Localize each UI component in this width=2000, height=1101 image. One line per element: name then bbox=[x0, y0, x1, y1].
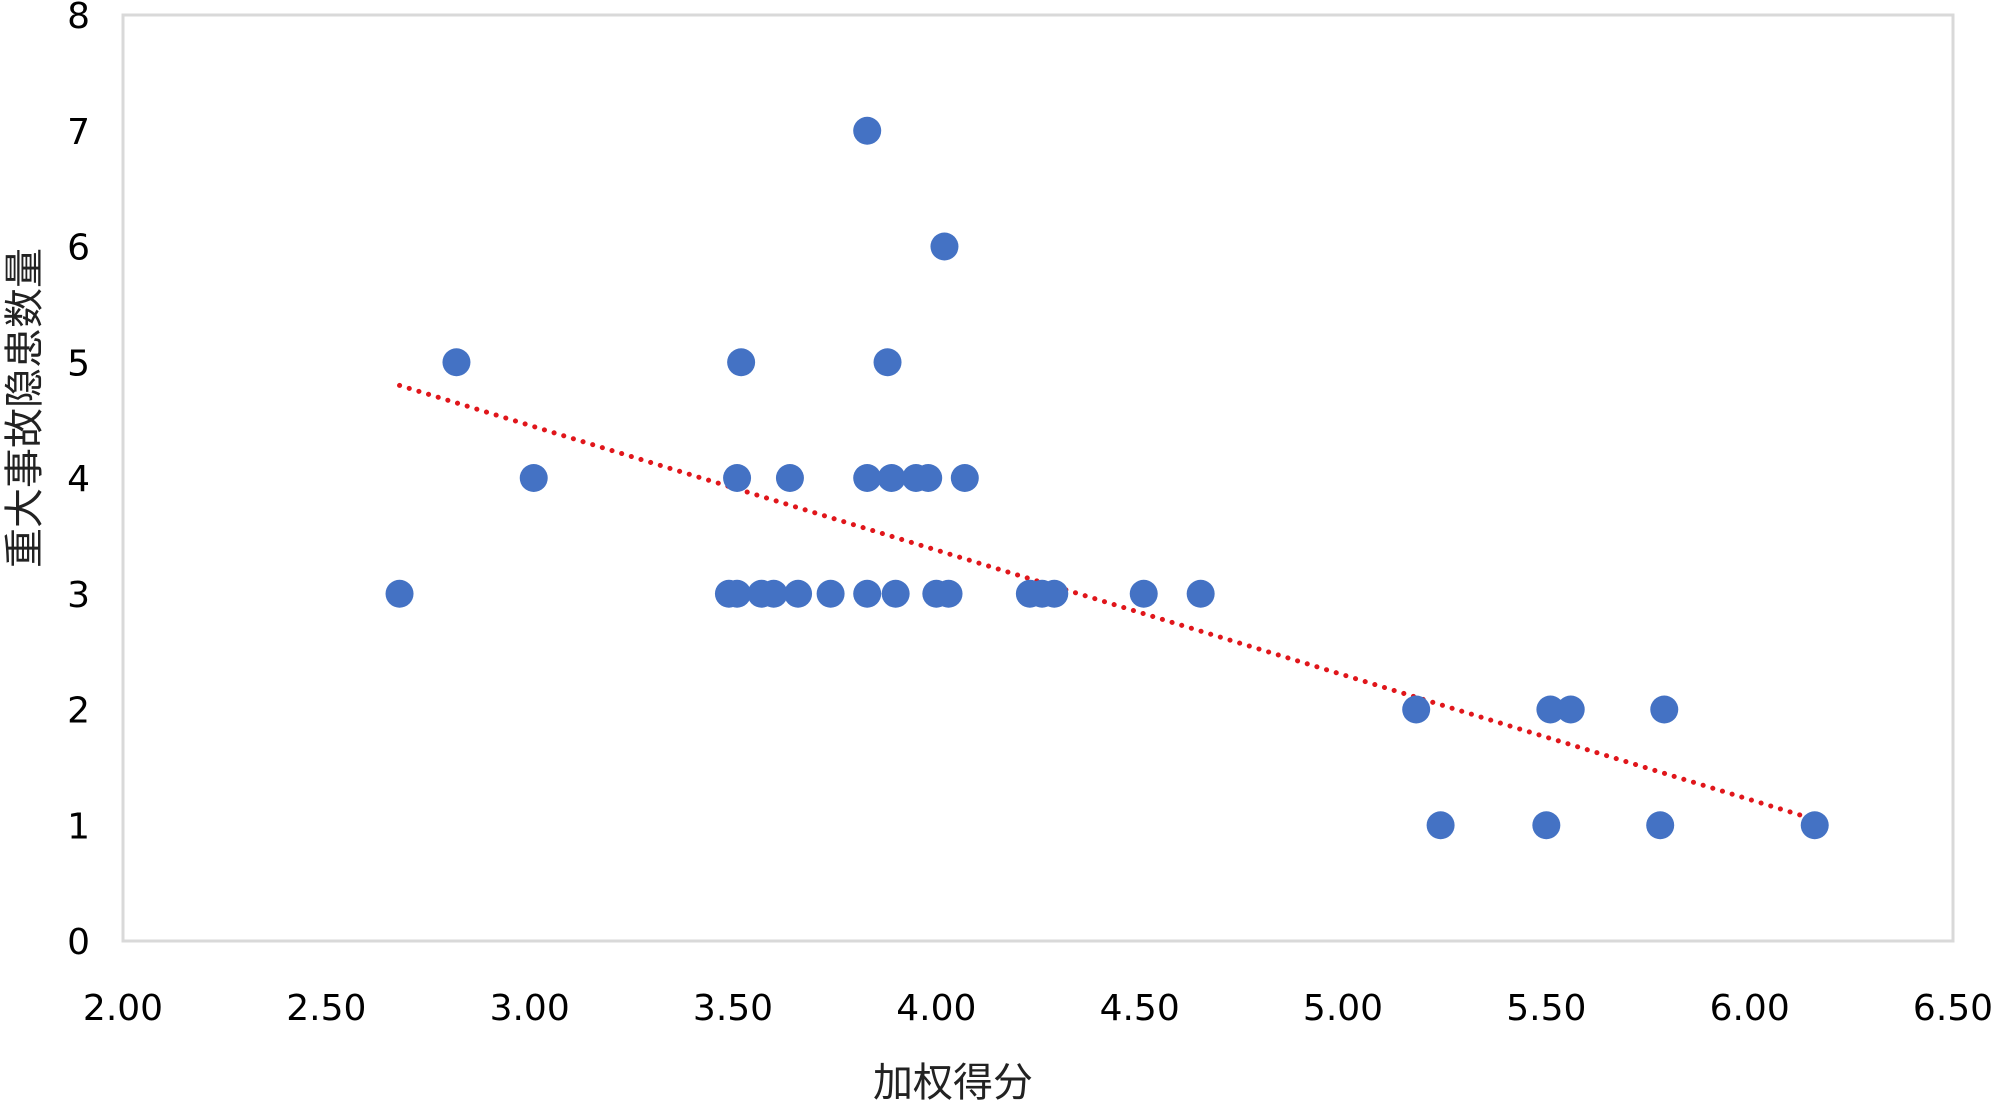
data-point bbox=[519, 464, 548, 492]
data-points bbox=[385, 116, 1829, 840]
y-tick-label: 2 bbox=[67, 691, 90, 732]
data-point bbox=[1646, 811, 1675, 840]
data-point bbox=[1532, 811, 1561, 840]
data-point bbox=[723, 464, 752, 492]
x-tick-label: 4.00 bbox=[896, 988, 976, 1029]
x-tick-label: 5.00 bbox=[1303, 988, 1383, 1029]
data-point bbox=[853, 579, 882, 608]
data-point bbox=[853, 464, 882, 492]
y-tick-label: 1 bbox=[67, 806, 90, 847]
data-point bbox=[723, 579, 752, 608]
data-point bbox=[934, 579, 963, 608]
data-point bbox=[1800, 811, 1829, 840]
trendline-group bbox=[397, 382, 1818, 822]
x-axis-title: 加权得分 bbox=[873, 1060, 1033, 1101]
data-point bbox=[930, 232, 959, 261]
data-point bbox=[1556, 695, 1585, 724]
y-tick-label: 4 bbox=[67, 459, 90, 500]
data-point bbox=[816, 579, 845, 608]
data-point bbox=[1426, 811, 1455, 840]
x-tick-label: 3.50 bbox=[693, 988, 773, 1029]
data-point bbox=[950, 464, 979, 492]
data-point bbox=[1536, 695, 1565, 724]
trendline bbox=[397, 382, 1818, 822]
x-axis-ticks: 2.00 2.50 3.00 3.50 4.00 4.50 5.00 5.50 6.00 6.50 bbox=[83, 988, 1993, 1029]
data-point bbox=[784, 579, 813, 608]
plot-area-border bbox=[121, 13, 1955, 943]
y-tick-label: 0 bbox=[67, 922, 90, 963]
x-tick-label: 6.50 bbox=[1913, 988, 1993, 1029]
data-point bbox=[853, 116, 882, 145]
data-point bbox=[385, 579, 414, 608]
data-point bbox=[759, 579, 788, 608]
data-point bbox=[914, 464, 943, 492]
x-tick-label: 2.50 bbox=[286, 988, 366, 1029]
data-point bbox=[873, 348, 902, 377]
y-tick-label: 3 bbox=[67, 575, 90, 616]
data-point bbox=[775, 464, 804, 492]
data-point bbox=[877, 464, 906, 492]
data-point bbox=[881, 579, 910, 608]
y-axis-ticks: 0 1 2 3 4 5 6 7 8 bbox=[67, 0, 90, 963]
data-point bbox=[1186, 579, 1215, 608]
x-tick-label: 6.00 bbox=[1710, 988, 1790, 1029]
data-point bbox=[1402, 695, 1431, 724]
data-point bbox=[727, 348, 756, 377]
y-tick-label: 8 bbox=[67, 0, 90, 37]
x-tick-label: 4.50 bbox=[1100, 988, 1180, 1029]
y-tick-label: 5 bbox=[67, 343, 90, 384]
data-point bbox=[1129, 579, 1158, 608]
x-tick-label: 5.50 bbox=[1506, 988, 1586, 1029]
x-tick-label: 3.00 bbox=[490, 988, 570, 1029]
y-tick-label: 7 bbox=[67, 112, 90, 153]
x-tick-label: 2.00 bbox=[83, 988, 163, 1029]
data-point bbox=[1040, 579, 1069, 608]
data-point bbox=[1650, 695, 1679, 724]
y-axis-title: 重大事故隐患数量 bbox=[2, 248, 48, 568]
data-point bbox=[442, 348, 471, 377]
y-tick-label: 6 bbox=[67, 228, 90, 269]
